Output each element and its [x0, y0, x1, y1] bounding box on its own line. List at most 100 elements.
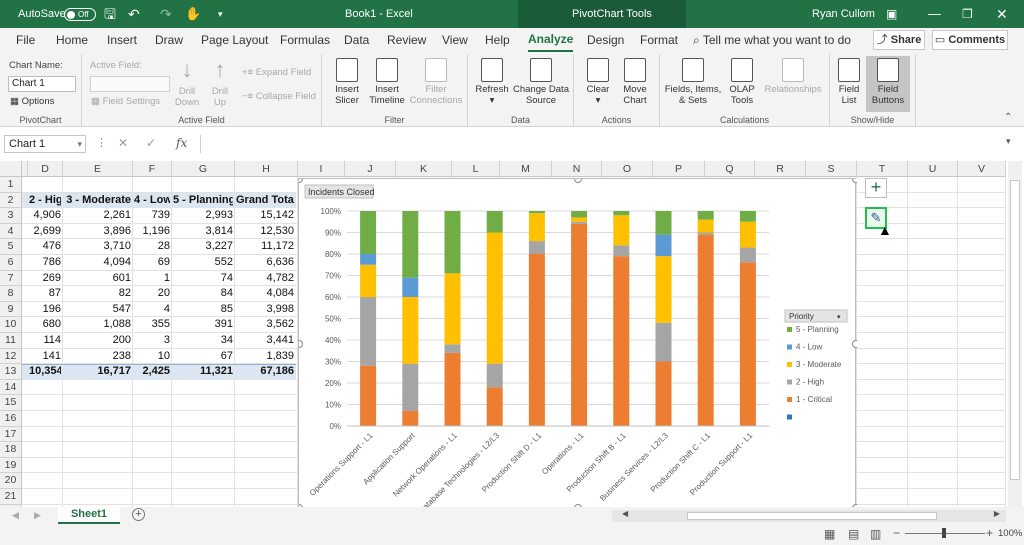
table-header-cell[interactable]: 2 - High	[29, 193, 61, 206]
table-cell[interactable]: 3,710	[103, 240, 131, 253]
tab-review[interactable]: Review	[387, 33, 427, 47]
table-cell[interactable]: 74	[220, 271, 233, 284]
undo-icon[interactable]: ↶	[128, 6, 140, 22]
table-cell[interactable]: 11,172	[261, 240, 294, 253]
table-cell[interactable]: 1,839	[266, 349, 294, 362]
table-cell[interactable]: 680	[42, 318, 61, 331]
table-cell[interactable]: 114	[43, 334, 61, 346]
column-header-U[interactable]: U	[908, 161, 958, 177]
olap-tools-button[interactable]: OLAP Tools	[724, 58, 760, 106]
table-cell[interactable]: 4,094	[103, 256, 131, 268]
table-header-cell[interactable]: 5 - Planning	[173, 193, 233, 206]
table-header-cell[interactable]: Grand Total	[236, 193, 294, 206]
refresh-button[interactable]: Refresh ▾	[474, 58, 510, 106]
zoom-out-icon[interactable]: −	[893, 526, 901, 540]
row-header-17[interactable]: 17	[0, 426, 22, 443]
table-cell[interactable]: 2,993	[205, 209, 233, 222]
table-cell[interactable]: 85	[220, 302, 233, 315]
insert-slicer-button[interactable]: Insert Slicer	[330, 58, 364, 106]
table-cell[interactable]: 238	[112, 349, 131, 362]
sheet-tab-sheet1[interactable]: Sheet1	[58, 507, 120, 524]
expand-formula-bar-icon[interactable]: ▾	[1006, 136, 1011, 146]
chart-elements-button[interactable]: +	[865, 178, 887, 198]
table-cell[interactable]: 10	[157, 349, 170, 362]
row-header-5[interactable]: 5	[0, 239, 22, 255]
row-header-4[interactable]: 4	[0, 223, 22, 240]
drill-down-button[interactable]: ↓ Drill Down	[174, 57, 200, 109]
table-cell[interactable]: 1	[163, 271, 170, 284]
table-cell[interactable]: 3,896	[103, 224, 131, 237]
table-cell[interactable]: 547	[112, 302, 131, 315]
tab-format[interactable]: Format	[640, 33, 679, 47]
table-cell[interactable]: 34	[220, 334, 233, 346]
select-all-corner[interactable]	[0, 161, 22, 177]
row-header-8[interactable]: 8	[0, 286, 22, 302]
table-cell[interactable]: 87	[48, 287, 61, 300]
zoom-slider-thumb[interactable]	[942, 528, 946, 538]
column-header-E[interactable]: E	[63, 161, 133, 177]
formula-input[interactable]	[200, 135, 1000, 153]
row-header-2[interactable]: 2	[0, 192, 22, 209]
row-header-11[interactable]: 11	[0, 333, 22, 349]
tab-view[interactable]: View	[442, 33, 468, 47]
row-header-7[interactable]: 7	[0, 270, 22, 287]
scroll-sheets-right-icon[interactable]: ▶	[34, 510, 41, 520]
table-cell[interactable]: 269	[42, 271, 61, 284]
field-settings-button[interactable]: ▦ Field Settings	[91, 96, 161, 107]
total-cell[interactable]: 2,425	[142, 365, 170, 378]
collapse-field-button[interactable]: −≡ Collapse Field	[242, 91, 316, 102]
table-cell[interactable]: 82	[118, 287, 131, 300]
table-cell[interactable]: 28	[157, 240, 170, 253]
table-cell[interactable]: 391	[214, 318, 233, 331]
pivot-chart[interactable]: Incidents Closed 0% 10% 20% 30% 40% 50% 60% 70% 8…	[295, 175, 860, 515]
column-header-L[interactable]: L	[452, 161, 500, 177]
table-cell[interactable]: 15,142	[260, 209, 294, 222]
row-header-21[interactable]: 21	[0, 489, 22, 505]
scroll-sheets-left-icon[interactable]: ◀	[12, 510, 19, 520]
tab-file[interactable]: File	[16, 33, 36, 47]
save-icon[interactable]: 🖫	[104, 6, 116, 22]
filter-connections-button[interactable]: Filter Connections	[409, 58, 463, 106]
table-cell[interactable]: 84	[220, 287, 233, 300]
column-header-partial[interactable]	[22, 161, 28, 177]
table-cell[interactable]: 3,998	[266, 302, 294, 315]
total-cell[interactable]: 11,321	[199, 365, 233, 378]
tab-data[interactable]: Data	[344, 33, 370, 47]
table-cell[interactable]: 67	[220, 349, 233, 362]
column-header-H[interactable]: H	[235, 161, 298, 177]
total-cell[interactable]: 67,186	[260, 365, 294, 378]
normal-view-icon[interactable]: ▦	[824, 527, 836, 541]
table-header-cell[interactable]: 3 - Moderate	[66, 193, 131, 206]
column-header-I[interactable]: I	[298, 161, 345, 177]
cancel-icon[interactable]: ✕	[118, 136, 129, 150]
table-cell[interactable]: 2,261	[103, 209, 131, 222]
table-cell[interactable]: 4,782	[266, 271, 294, 284]
field-list-button[interactable]: Field List	[834, 58, 864, 106]
table-cell[interactable]: 786	[42, 256, 61, 268]
column-header-V[interactable]: V	[958, 161, 1006, 177]
restore-icon[interactable]: ❐	[962, 7, 973, 21]
column-header-N[interactable]: N	[552, 161, 602, 177]
change-data-source-button[interactable]: Change Data Source	[512, 58, 570, 106]
column-header-O[interactable]: O	[602, 161, 653, 177]
table-cell[interactable]: 3,227	[205, 240, 233, 253]
column-header-S[interactable]: S	[806, 161, 857, 177]
table-header-cell[interactable]: 4 - Low	[134, 193, 170, 206]
column-header-K[interactable]: K	[396, 161, 452, 177]
name-box[interactable]: Chart 1 ▾	[4, 135, 86, 153]
column-header-R[interactable]: R	[755, 161, 806, 177]
table-cell[interactable]: 4	[163, 302, 170, 315]
expand-field-button[interactable]: +≡ Expand Field	[242, 67, 312, 78]
ribbon-display-icon[interactable]: ▣	[886, 7, 898, 21]
chart-styles-button[interactable]: ✎	[865, 207, 887, 229]
column-header-F[interactable]: F	[133, 161, 172, 177]
autosave-toggle[interactable]: Off	[64, 8, 96, 21]
add-sheet-icon[interactable]: +	[132, 508, 145, 521]
row-header-9[interactable]: 9	[0, 301, 22, 318]
column-header-P[interactable]: P	[653, 161, 705, 177]
tab-page-layout[interactable]: Page Layout	[201, 33, 269, 47]
tell-me-search[interactable]: ⌕ Tell me what you want to do	[693, 33, 851, 47]
row-header-22[interactable]: 22	[0, 504, 22, 507]
horizontal-scrollbar[interactable]: ◀ ▶	[612, 509, 1006, 522]
table-cell[interactable]: 476	[42, 240, 61, 253]
